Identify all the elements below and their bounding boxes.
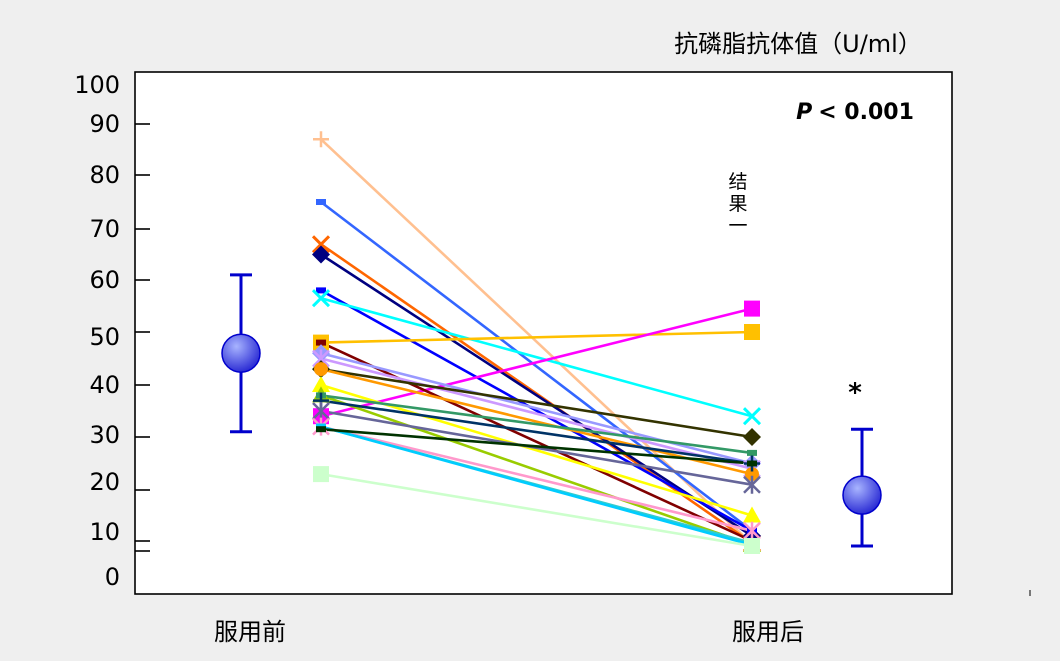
summary-mean-marker bbox=[221, 333, 261, 373]
series-markers bbox=[311, 131, 762, 554]
series-line bbox=[320, 394, 753, 547]
y-axis: 0 10 20 30 40 50 60 70 80 90 100 bbox=[74, 71, 150, 591]
series-line bbox=[320, 357, 753, 471]
y-tick-label: 90 bbox=[89, 110, 120, 138]
series-line bbox=[320, 472, 753, 548]
data-point-marker bbox=[743, 475, 761, 494]
series-line bbox=[320, 383, 753, 517]
side-note-char: 果 bbox=[728, 193, 747, 215]
y-tick-label: 10 bbox=[89, 518, 120, 546]
chart-title: 抗磷脂抗体值（U/ml） bbox=[674, 30, 922, 58]
data-point-marker bbox=[311, 289, 331, 308]
summary-mean-marker bbox=[842, 475, 882, 515]
summary-markers: * bbox=[221, 273, 882, 548]
p-value-annotation: P < 0.001 bbox=[796, 100, 914, 125]
y-tick-label: 0 bbox=[105, 563, 120, 591]
data-point-marker bbox=[745, 467, 759, 482]
y-tick-label: 70 bbox=[89, 215, 120, 243]
series-line bbox=[320, 253, 753, 537]
data-point-marker bbox=[313, 131, 329, 148]
data-point-marker bbox=[744, 324, 760, 340]
data-point-marker bbox=[316, 199, 326, 205]
p-value-symbol: P bbox=[796, 100, 812, 125]
series-line bbox=[320, 307, 753, 418]
series-line bbox=[320, 351, 753, 465]
data-point-marker bbox=[743, 521, 761, 540]
series-line bbox=[320, 427, 753, 465]
data-point-marker bbox=[312, 245, 330, 264]
series-line bbox=[320, 200, 753, 532]
y-tick-label: 40 bbox=[89, 371, 120, 399]
series-line bbox=[320, 289, 753, 532]
y-tick-label: 80 bbox=[89, 161, 120, 189]
y-tick-label: 30 bbox=[89, 421, 120, 449]
data-point-marker bbox=[316, 426, 326, 433]
series-lines bbox=[320, 138, 753, 548]
data-point-marker bbox=[747, 449, 757, 456]
series-line bbox=[320, 394, 753, 455]
series-line bbox=[320, 367, 753, 439]
data-point-marker bbox=[311, 235, 331, 254]
series-line bbox=[320, 409, 753, 486]
series-line bbox=[320, 399, 753, 465]
data-point-marker bbox=[312, 402, 330, 420]
p-value-text: < 0.001 bbox=[818, 100, 914, 125]
data-point-marker bbox=[742, 407, 762, 426]
data-point-marker bbox=[316, 339, 326, 346]
data-point-marker bbox=[313, 466, 329, 483]
series-line bbox=[320, 296, 753, 418]
data-point-marker bbox=[747, 460, 757, 467]
y-tick-label: 20 bbox=[89, 468, 120, 496]
x-category-label: 服用后 bbox=[732, 618, 804, 646]
data-point-marker bbox=[743, 506, 761, 523]
y-tick-label: 50 bbox=[89, 323, 120, 351]
x-axis: 服用前 服用后 bbox=[214, 590, 1031, 646]
side-note: 结果一 bbox=[728, 171, 747, 237]
y-tick-label: 60 bbox=[89, 266, 120, 294]
data-point-marker bbox=[743, 428, 761, 446]
data-point-marker bbox=[314, 362, 328, 377]
series-line bbox=[320, 330, 753, 344]
significance-marker: * bbox=[848, 378, 862, 408]
side-note-char: 一 bbox=[728, 215, 747, 237]
series-line bbox=[320, 425, 753, 547]
plot-area bbox=[134, 71, 953, 595]
data-point-marker bbox=[316, 287, 326, 294]
data-point-marker bbox=[744, 538, 760, 554]
data-point-marker bbox=[744, 300, 760, 317]
data-point-marker bbox=[312, 376, 330, 392]
series-line bbox=[320, 425, 753, 533]
y-tick-label: 100 bbox=[74, 71, 120, 99]
x-category-label: 服用前 bbox=[214, 618, 286, 646]
side-note-char: 结 bbox=[728, 171, 747, 193]
